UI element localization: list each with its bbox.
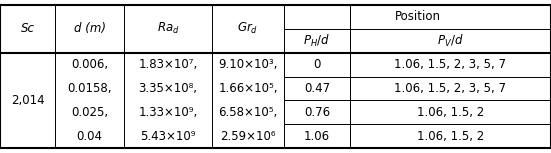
Text: 0.006,: 0.006, <box>71 58 108 71</box>
Text: $P_V/d$: $P_V/d$ <box>437 32 464 49</box>
Text: 1.06: 1.06 <box>304 130 330 143</box>
Text: 6.58×10⁵,: 6.58×10⁵, <box>218 106 278 119</box>
Text: 0.47: 0.47 <box>304 82 330 95</box>
Text: Sc: Sc <box>20 22 35 35</box>
Text: 0.025,: 0.025, <box>71 106 108 119</box>
Text: 0: 0 <box>313 58 321 71</box>
Text: 0.04: 0.04 <box>77 130 102 143</box>
Text: $Ra_d$: $Ra_d$ <box>156 21 180 36</box>
Text: 1.66×10⁵,: 1.66×10⁵, <box>218 82 278 95</box>
Text: 1.33×10⁹,: 1.33×10⁹, <box>138 106 198 119</box>
Text: 0.0158,: 0.0158, <box>67 82 112 95</box>
Text: 1.06, 1.5, 2: 1.06, 1.5, 2 <box>417 130 484 143</box>
Text: $Gr_d$: $Gr_d$ <box>237 21 258 36</box>
Text: 9.10×10³,: 9.10×10³, <box>218 58 278 71</box>
Text: 1.06, 1.5, 2, 3, 5, 7: 1.06, 1.5, 2, 3, 5, 7 <box>395 82 506 95</box>
Text: 2.59×10⁶: 2.59×10⁶ <box>220 130 276 143</box>
Text: 0.76: 0.76 <box>304 106 330 119</box>
Text: $P_H/d$: $P_H/d$ <box>303 32 331 49</box>
Text: 5.43×10⁹: 5.43×10⁹ <box>141 130 196 143</box>
Text: 1.83×10⁷,: 1.83×10⁷, <box>138 58 198 71</box>
Text: 3.35×10⁸,: 3.35×10⁸, <box>138 82 198 95</box>
Text: d (m): d (m) <box>73 22 106 35</box>
Text: 2,014: 2,014 <box>10 94 45 107</box>
Text: Position: Position <box>395 10 440 23</box>
Text: 1.06, 1.5, 2, 3, 5, 7: 1.06, 1.5, 2, 3, 5, 7 <box>395 58 506 71</box>
Text: 1.06, 1.5, 2: 1.06, 1.5, 2 <box>417 106 484 119</box>
